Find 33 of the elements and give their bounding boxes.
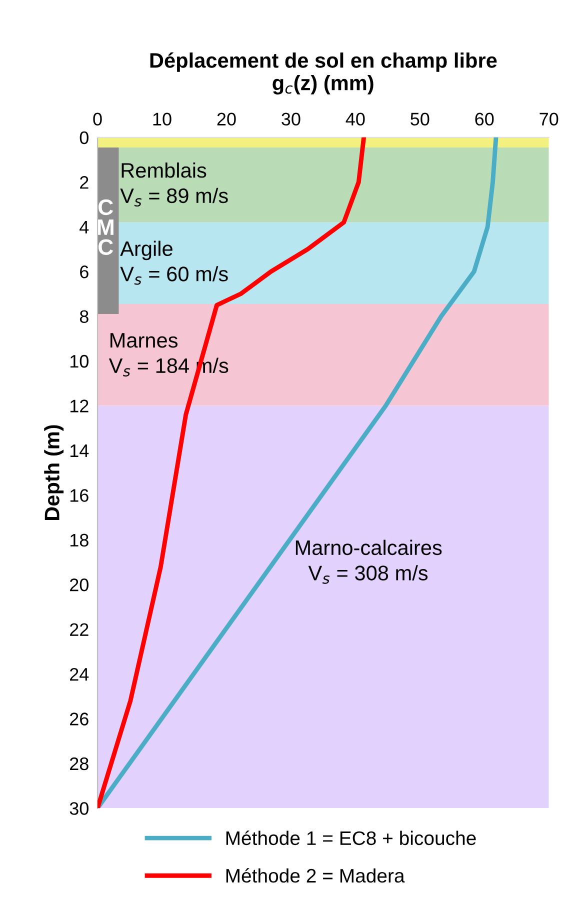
x-tick-label: 20 <box>217 112 236 126</box>
chart-title: Déplacement de sol en champ libre g$_{c}$(z) (mm) <box>150 52 497 94</box>
y-tick-label: 18 <box>70 534 88 547</box>
x-tick-label: 10 <box>153 112 172 126</box>
x-tick-label: 40 <box>346 112 365 126</box>
x-tick-label: 50 <box>410 112 430 126</box>
y-tick-label: 2 <box>80 176 88 189</box>
legend-label: Méthode 2 = Madera <box>226 868 405 883</box>
y-tick-label: 10 <box>70 354 88 368</box>
x-tick-label: 30 <box>282 112 300 126</box>
y-tick-label: 14 <box>70 444 89 457</box>
y-tick-label: 8 <box>80 310 88 323</box>
x-tick-label: 0 <box>93 112 102 126</box>
y-axis-title: Depth (m) <box>44 425 64 520</box>
y-tick-label: 24 <box>70 668 89 681</box>
y-tick-label: 4 <box>80 220 89 234</box>
legend-label: Méthode 1 = EC8 + bicouche <box>226 830 476 846</box>
y-tick-label: 16 <box>70 489 88 502</box>
x-tick-label: 70 <box>540 112 558 126</box>
y-tick-label: 30 <box>70 802 88 815</box>
y-tick-label: 28 <box>70 757 88 770</box>
line-series <box>98 137 498 808</box>
y-tick-label: 22 <box>70 623 88 636</box>
band-label: Remblais V$_{s}$ = 89 m/s <box>120 162 228 207</box>
x-tick-label: 60 <box>475 112 494 126</box>
y-tick-label: 6 <box>80 265 88 278</box>
annotation: C M C <box>98 199 114 255</box>
band-label: Marno-calcaires V$_{s}$ = 308 m/s <box>296 540 442 584</box>
y-tick-label: 20 <box>70 578 88 592</box>
y-tick-label: 0 <box>80 131 88 144</box>
y-tick-label: 12 <box>70 400 88 412</box>
y-tick-label: 26 <box>70 712 88 726</box>
band-label: Argile V$_{s}$ = 60 m/s <box>120 240 228 285</box>
